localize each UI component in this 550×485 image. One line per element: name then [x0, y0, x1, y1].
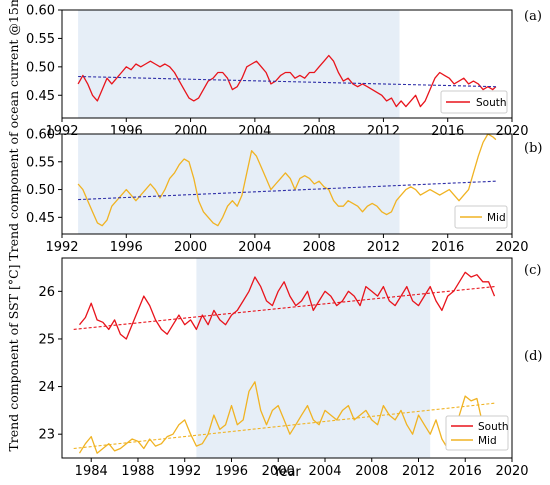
x-tick-label: 1996 — [110, 240, 143, 255]
x-axis-label-year: Year — [272, 465, 301, 480]
x-tick-label: 1992 — [168, 464, 201, 479]
y-axis-label-sst: Trend component of SST [°C] — [6, 264, 21, 451]
x-tick-label: 2008 — [355, 464, 388, 479]
x-tick-label: 1984 — [75, 464, 108, 479]
y-tick-label: 0.50 — [26, 60, 55, 75]
panel-cd-frame — [61, 257, 513, 459]
y-tick-label: 24 — [38, 380, 55, 395]
panel-b-label: (b) — [524, 141, 542, 156]
series-line-mid — [77, 133, 497, 227]
panel-a-label: (a) — [524, 9, 542, 24]
y-tick-label: 0.45 — [26, 211, 55, 226]
panel-d-label: (d) — [524, 349, 542, 364]
panel-b-legend-mid-label: Mid — [487, 212, 506, 224]
y-tick-label: 0.60 — [26, 4, 55, 19]
x-tick-label: 2016 — [449, 464, 482, 479]
panel-a-legend-south-label: South — [476, 97, 507, 109]
panel-cd-legend-mid-label: Mid — [478, 435, 497, 447]
trend-line — [73, 286, 495, 330]
x-tick-label: 2008 — [303, 240, 336, 255]
y-tick-label: 23 — [38, 428, 55, 443]
panel-cd-plot-area — [73, 271, 496, 454]
y-tick-label: 0.50 — [26, 183, 55, 198]
x-tick-label: 2020 — [495, 464, 528, 479]
x-tick-label: 2012 — [367, 240, 400, 255]
x-tick-label: 2012 — [402, 464, 435, 479]
panel-a-legend: South — [440, 90, 508, 114]
series-line-south — [77, 54, 497, 108]
x-tick-label: 2000 — [174, 240, 207, 255]
panel-cd-shade — [196, 258, 431, 458]
trend-line — [73, 402, 495, 450]
x-tick-label: 2000 — [262, 464, 295, 479]
panel-b: 1992 1996 2000 2004 2008 2012 2016 2020 0.45 0.50… — [26, 128, 542, 256]
panel-a-shade — [78, 10, 400, 118]
x-tick-label: 2016 — [431, 124, 464, 139]
x-tick-label: 2020 — [495, 240, 528, 255]
x-tick-label: 2004 — [238, 240, 271, 255]
x-tick-label: 2004 — [308, 464, 341, 479]
y-tick-label: 0.55 — [26, 32, 55, 47]
panel-a-frame — [61, 9, 513, 119]
x-tick-label: 2020 — [495, 124, 528, 139]
x-tick-label: 2016 — [431, 240, 464, 255]
panel-b-frame — [61, 133, 513, 235]
y-tick-label: 0.55 — [26, 155, 55, 170]
y-tick-label: 0.60 — [26, 128, 55, 143]
panel-b-legend: Mid — [454, 205, 508, 229]
y-axis-label-ocean-current: Trend component of ocean current @15m — [6, 0, 21, 261]
panel-b-plot-area — [77, 133, 497, 227]
y-tick-label: 25 — [38, 332, 55, 347]
x-tick-label: 1992 — [45, 240, 78, 255]
panel-cd: 1984 1988 1992 1996 2000 2004 2008 2012 2016 2020… — [38, 257, 542, 479]
panel-c-label: (c) — [524, 263, 541, 278]
series-line-south — [78, 271, 496, 340]
y-tick-label: 26 — [38, 285, 55, 300]
panel-a: 1992 1996 2000 2004 2008 2012 2016 20200.450.50… — [26, 4, 542, 140]
panel-cd-legend: South Mid — [445, 415, 509, 451]
x-tick-label: 1996 — [215, 464, 248, 479]
panel-a-plot-area — [77, 54, 497, 108]
panel-cd-legend-south-label: South — [478, 421, 509, 433]
x-tick-label: 1988 — [121, 464, 154, 479]
panel-b-shade — [78, 134, 400, 234]
x-tick-label: 1992 — [45, 124, 78, 139]
y-tick-label: 0.45 — [26, 89, 55, 104]
